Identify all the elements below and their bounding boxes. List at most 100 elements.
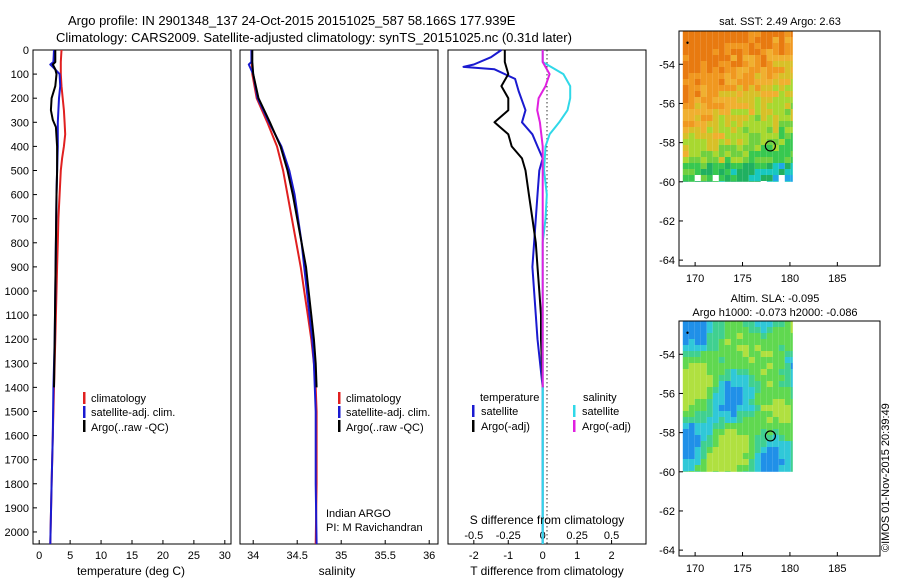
field-cell <box>730 345 737 351</box>
field-cell <box>772 121 779 127</box>
field-cell <box>694 169 701 175</box>
field-cell <box>688 393 695 399</box>
field-cell <box>694 345 701 351</box>
field-cell <box>724 339 731 345</box>
field-cell <box>754 91 761 97</box>
field-cell <box>682 441 689 447</box>
field-cell <box>754 363 761 369</box>
field-cell <box>760 145 767 151</box>
field-cell <box>706 465 713 471</box>
field-cell <box>736 369 743 375</box>
field-cell <box>700 37 707 43</box>
field-cell <box>706 115 713 121</box>
field-cell <box>772 163 779 169</box>
field-cell <box>778 73 785 79</box>
depth-tick-label: 1200 <box>5 334 29 346</box>
field-cell <box>748 49 755 55</box>
field-cell <box>718 465 725 471</box>
field-cell <box>790 163 793 169</box>
field-cell <box>772 357 779 363</box>
field-cell <box>760 447 767 453</box>
field-cell <box>718 327 725 333</box>
field-cell <box>688 357 695 363</box>
field-cell <box>742 133 749 139</box>
field-cell <box>784 351 791 357</box>
field-cell <box>706 145 713 151</box>
field-cell <box>760 109 767 115</box>
field-cell <box>736 375 743 381</box>
field-cell <box>694 163 701 169</box>
field-cell <box>760 49 767 55</box>
field-cell <box>718 339 725 345</box>
field-cell <box>766 43 773 49</box>
field-cell <box>754 399 761 405</box>
field-cell <box>766 85 773 91</box>
field-cell <box>706 375 713 381</box>
field-cell <box>736 151 743 157</box>
field-cell <box>748 151 755 157</box>
field-cell <box>736 49 743 55</box>
field-cell <box>718 393 725 399</box>
field-cell <box>748 97 755 103</box>
field-cell <box>748 471 755 472</box>
field-cell <box>748 327 755 333</box>
field-cell <box>754 411 761 417</box>
field-cell <box>706 471 713 472</box>
field-cell <box>700 375 707 381</box>
field-cell <box>748 381 755 387</box>
field-cell <box>760 345 767 351</box>
field-cell <box>736 31 743 37</box>
field-cell <box>712 417 719 423</box>
field-cell <box>760 43 767 49</box>
field-cell <box>712 369 719 375</box>
field-cell <box>724 327 731 333</box>
field-cell <box>760 151 767 157</box>
field-cell <box>766 345 773 351</box>
field-cell <box>724 181 731 182</box>
field-cell <box>694 423 701 429</box>
field-cell <box>754 447 761 453</box>
field-cell <box>772 103 779 109</box>
field-cell <box>760 97 767 103</box>
field-cell <box>718 139 725 145</box>
field-cell <box>724 145 731 151</box>
field-cell <box>688 157 695 163</box>
field-cell <box>694 103 701 109</box>
field-cell <box>766 163 773 169</box>
field-cell <box>682 471 689 472</box>
field-cell <box>682 49 689 55</box>
field-cell <box>694 91 701 97</box>
field-cell <box>694 55 701 61</box>
field-cell <box>730 163 737 169</box>
field-cell <box>706 411 713 417</box>
field-cell <box>706 169 713 175</box>
field-cell <box>712 345 719 351</box>
field-cell <box>730 393 737 399</box>
field-cell <box>748 453 755 459</box>
sst-field-image <box>682 31 793 182</box>
field-cell <box>700 369 707 375</box>
field-cell <box>790 151 793 157</box>
field-cell <box>724 61 731 67</box>
field-cell <box>682 339 689 345</box>
field-cell <box>736 145 743 151</box>
field-cell <box>742 157 749 163</box>
field-cell <box>778 49 785 55</box>
field-cell <box>712 67 719 73</box>
field-cell <box>760 435 767 441</box>
field-cell <box>742 375 749 381</box>
field-cell <box>790 339 793 345</box>
field-cell <box>760 67 767 73</box>
field-cell <box>700 447 707 453</box>
field-cell <box>682 453 689 459</box>
field-cell <box>736 381 743 387</box>
field-cell <box>730 405 737 411</box>
field-cell <box>688 127 695 133</box>
field-cell <box>700 321 707 327</box>
field-cell <box>736 441 743 447</box>
field-cell <box>706 49 713 55</box>
field-cell <box>730 375 737 381</box>
field-cell <box>778 91 785 97</box>
field-cell <box>736 459 743 465</box>
temperature-axis-label: temperature (deg C) <box>77 564 185 578</box>
